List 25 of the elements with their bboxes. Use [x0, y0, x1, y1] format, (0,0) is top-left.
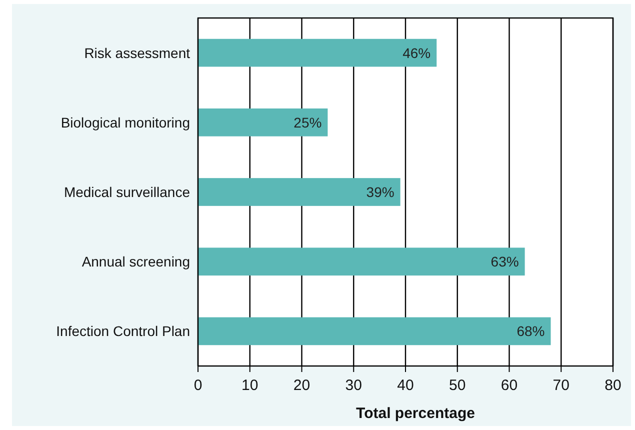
x-axis-title: Total percentage [356, 405, 475, 422]
bar [198, 108, 328, 136]
data-label: 25% [294, 114, 322, 130]
x-tick-label: 20 [293, 377, 310, 394]
y-tick-label: Medical surveillance [64, 184, 190, 200]
bar [198, 38, 437, 67]
x-tick-label: 0 [194, 377, 202, 394]
x-tick-label: 30 [345, 377, 362, 394]
x-tick-label: 10 [242, 377, 258, 394]
bar [198, 248, 525, 276]
x-tick-label: 50 [449, 377, 466, 394]
x-tick-label: 40 [397, 377, 414, 394]
y-tick-label: Annual screening [82, 254, 190, 270]
data-label: 46% [402, 44, 431, 61]
y-tick-label: Risk assessment [84, 44, 190, 61]
y-tick-label: Biological monitoring [60, 114, 190, 130]
data-label: 39% [366, 184, 394, 200]
data-label: 63% [490, 254, 519, 270]
data-label: 68% [516, 323, 545, 340]
x-tick-label: 60 [500, 377, 518, 394]
x-tick-label: 70 [552, 377, 570, 394]
bar [198, 317, 551, 346]
y-tick-label: Infection Control Plan [56, 323, 190, 340]
bar [198, 178, 400, 206]
x-tick-label: 80 [604, 377, 622, 394]
